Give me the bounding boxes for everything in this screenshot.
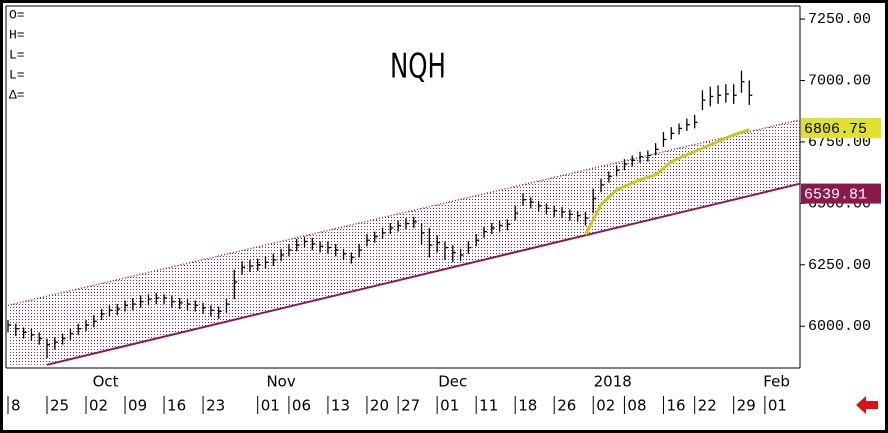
price-label: 6539.81 — [804, 187, 867, 204]
x-tick-label: 27 — [401, 397, 420, 415]
price-label-box — [801, 183, 881, 204]
info-label: L= — [9, 67, 25, 82]
info-label: O= — [9, 7, 25, 22]
channel-upper-line — [7, 119, 801, 307]
info-label: H= — [9, 27, 25, 42]
x-tick-label: 8 — [11, 397, 21, 415]
info-label: Δ= — [9, 87, 25, 102]
channel-fill — [8, 119, 800, 365]
month-label: Feb — [763, 373, 790, 391]
x-tick-label: 26 — [557, 397, 576, 415]
channel-lower-line — [46, 182, 801, 366]
price-label: 6806.75 — [804, 121, 867, 138]
month-label: Oct — [93, 373, 119, 391]
x-tick-label: 09 — [128, 397, 147, 415]
month-label: Nov — [266, 373, 295, 391]
x-tick-label: 23 — [206, 397, 225, 415]
x-tick-label: 13 — [331, 397, 350, 415]
x-tick-label: 08 — [627, 397, 646, 415]
month-label: Dec — [438, 373, 467, 391]
x-tick-label: 11 — [479, 397, 498, 415]
x-tick-label: 20 — [370, 397, 389, 415]
x-tick-label: 16 — [167, 397, 186, 415]
y-tick-label: 7250.00 — [808, 11, 871, 28]
x-tick-label: 16 — [666, 397, 685, 415]
plot-area — [7, 70, 801, 366]
x-tick-label: 22 — [698, 397, 717, 415]
x-tick-label: 29 — [737, 397, 756, 415]
scroll-arrow[interactable] — [856, 396, 878, 414]
y-tick-label: 6750.00 — [808, 134, 871, 151]
month-label: 2018 — [594, 373, 632, 391]
x-tick-label: 25 — [50, 397, 69, 415]
x-tick-label: 02 — [89, 397, 108, 415]
x-tick-label: 02 — [596, 397, 615, 415]
x-tick-label: 01 — [440, 397, 459, 415]
y-tick-label: 6250.00 — [808, 257, 871, 274]
chart-title: NQH — [390, 46, 446, 86]
moving-average — [584, 128, 750, 236]
info-label: L= — [9, 47, 25, 62]
price-label-box — [801, 117, 881, 138]
y-tick-label: 7000.00 — [808, 72, 871, 89]
x-tick-label: 01 — [768, 397, 787, 415]
x-tick-label: 06 — [292, 397, 311, 415]
x-tick-label: 01 — [261, 397, 280, 415]
y-tick-label: 6000.00 — [808, 318, 871, 335]
x-tick-label: 18 — [518, 397, 537, 415]
